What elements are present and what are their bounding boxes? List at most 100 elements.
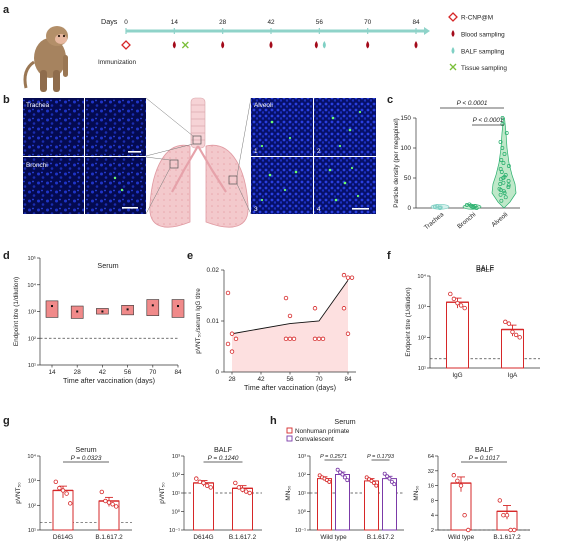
data-point xyxy=(229,331,235,336)
data-point xyxy=(64,491,69,496)
data-point xyxy=(392,482,397,487)
data-point xyxy=(451,473,456,478)
data-point xyxy=(283,336,289,342)
data-point xyxy=(345,478,350,483)
data-point xyxy=(113,504,119,509)
data-point xyxy=(501,180,506,185)
legend-label-balf: BALF sampling xyxy=(461,49,505,56)
data-point xyxy=(498,140,503,144)
mean-marker xyxy=(126,308,129,311)
data-point xyxy=(247,490,252,496)
mean-line xyxy=(231,279,349,335)
bar xyxy=(317,478,332,531)
panel-label-d: d xyxy=(3,250,10,262)
chart-e: 0 0.01 0.02 28 42 56 70 84 pVNT₅₀/serum IgG titr… xyxy=(195,267,356,392)
data-point xyxy=(389,479,394,484)
y-tick-label: 10⁻¹ xyxy=(169,528,180,534)
legend-swatch xyxy=(286,435,293,442)
data-point xyxy=(57,485,62,491)
data-point xyxy=(341,272,347,278)
timeline-day-label: 70 xyxy=(364,19,372,26)
y-tick-label: 10² xyxy=(418,335,426,341)
y-tick-label: 10¹ xyxy=(28,528,36,534)
data-point xyxy=(502,191,507,195)
micrograph-trachea-left xyxy=(23,98,84,156)
mean-marker xyxy=(51,305,53,308)
panel-label-b: b xyxy=(3,94,10,106)
data-point xyxy=(497,498,502,503)
legend-label: Convalescent xyxy=(295,436,334,443)
range-bar xyxy=(171,299,185,318)
y-axis-label: MN₅₀ xyxy=(285,485,292,501)
blood-drop-icon xyxy=(269,41,273,49)
range-bar xyxy=(45,300,59,318)
legend-item-tissue: Tissue sampling xyxy=(449,63,507,72)
x-tick-label: D614G xyxy=(193,534,213,541)
data-point xyxy=(458,483,464,488)
data-point xyxy=(201,480,206,486)
data-point xyxy=(470,204,474,209)
x-axis-label: Time after vaccination (days) xyxy=(244,383,336,392)
legend-label-blood: Blood sampling xyxy=(461,32,505,39)
y-tick-label: 4 xyxy=(431,513,434,519)
data-point xyxy=(335,467,340,472)
data-point xyxy=(243,489,249,494)
data-point xyxy=(291,336,297,342)
micrograph-trachea-right xyxy=(85,98,146,156)
data-point xyxy=(229,349,235,354)
y-tick-label: 10⁵ xyxy=(27,255,36,262)
data-point xyxy=(236,485,242,490)
data-point xyxy=(345,275,351,280)
y-axis-label: pVNT₅₀ xyxy=(159,482,166,504)
panel-label-c: c xyxy=(387,94,393,106)
data-point xyxy=(501,161,506,165)
data-point xyxy=(506,321,512,326)
y-tick-label: 10⁰ xyxy=(172,509,181,516)
y-axis-label: Particle density (per megapixel) xyxy=(393,118,400,208)
data-point xyxy=(506,164,511,168)
y-axis-label: MN₅₀ xyxy=(413,485,420,501)
micrograph-bronchi-right xyxy=(85,157,146,214)
data-point xyxy=(508,527,513,533)
p-value-label: P < 0.0001 xyxy=(473,117,504,124)
data-point xyxy=(382,471,387,476)
x-tick-label: 56 xyxy=(124,369,132,376)
y-axis-label: pVNT₅₀ xyxy=(15,482,22,504)
chart-g-balf: 10⁻¹ 10⁰ 10¹ 10² 10³ BALF pVNT₅₀ D614G B.1.617.2… xyxy=(159,445,262,541)
data-point xyxy=(437,205,442,210)
data-point xyxy=(500,146,505,150)
tissue-cross-icon xyxy=(449,63,457,71)
y-tick-label: 10¹ xyxy=(28,363,36,369)
y-tick-label: 10³ xyxy=(298,454,306,460)
y-tick-label: 10⁴ xyxy=(27,453,36,460)
y-tick-label: 10² xyxy=(298,473,306,479)
data-point xyxy=(464,203,469,207)
label-trachea: Trachea xyxy=(26,102,50,109)
monkey-illustration xyxy=(23,26,68,92)
y-tick-label: 10² xyxy=(172,473,180,479)
y-tick-label: 10⁻¹ xyxy=(295,528,306,534)
data-point xyxy=(371,480,376,485)
panel-label-g: g xyxy=(3,415,10,427)
data-point xyxy=(208,485,213,490)
micrograph-alveoli xyxy=(251,98,376,214)
data-point xyxy=(499,158,504,162)
data-point xyxy=(455,478,460,484)
data-point xyxy=(312,306,318,311)
data-point xyxy=(106,500,112,505)
x-tick-label: B.1.617.2 xyxy=(493,534,521,541)
blood-drop-icon xyxy=(451,30,455,37)
data-point xyxy=(438,206,443,210)
data-point xyxy=(240,487,245,492)
y-tick-label: 0.01 xyxy=(207,318,220,325)
p-value-label: P < 0.0001 xyxy=(457,100,488,107)
data-point xyxy=(506,183,511,188)
timeline-axis: 0 14 28 42 56 70 84 xyxy=(121,19,430,50)
y-tick-label: 64 xyxy=(428,454,434,460)
x-tick-label: 28 xyxy=(74,369,82,376)
data-point xyxy=(506,185,511,189)
data-point xyxy=(503,319,508,325)
label-bronchi: Bronchi xyxy=(26,162,48,169)
data-point xyxy=(513,332,519,338)
